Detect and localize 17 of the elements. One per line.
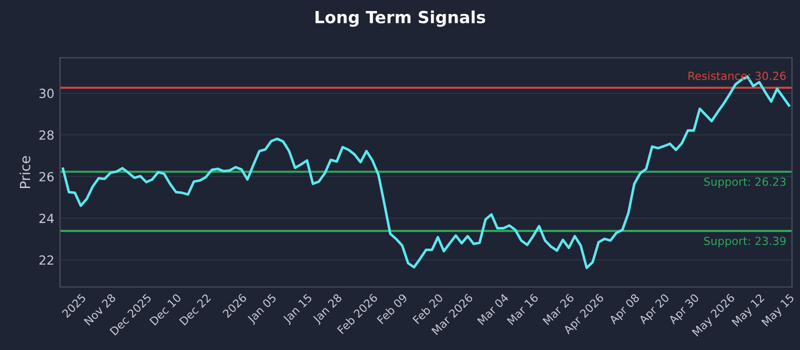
x-tick-label: Nov 28 <box>84 293 116 326</box>
y-axis-title: Price <box>20 156 30 188</box>
ref-line-label: Support: 23.39 <box>704 236 786 248</box>
x-tick-label: Dec 22 <box>179 293 212 326</box>
y-tick-label: 30 <box>39 88 54 98</box>
ref-line-label: Support: 26.23 <box>704 178 786 188</box>
y-tick-label: 28 <box>39 130 54 140</box>
x-tick-label: Jan 28 <box>312 293 344 326</box>
x-tick-label: Jan 05 <box>246 293 278 326</box>
y-tick-label: 26 <box>39 172 54 182</box>
chart-title: Long Term Signals <box>316 10 486 27</box>
y-tick-label: 24 <box>39 214 54 223</box>
y-tick-label: 22 <box>39 255 54 265</box>
x-tick-label: Feb 09 <box>376 293 408 324</box>
ref-line-label: Resistance: 30.26 <box>688 71 786 80</box>
x-tick-label: Jan 15 <box>282 293 314 326</box>
x-tick-label: Mar 16 <box>506 293 539 326</box>
